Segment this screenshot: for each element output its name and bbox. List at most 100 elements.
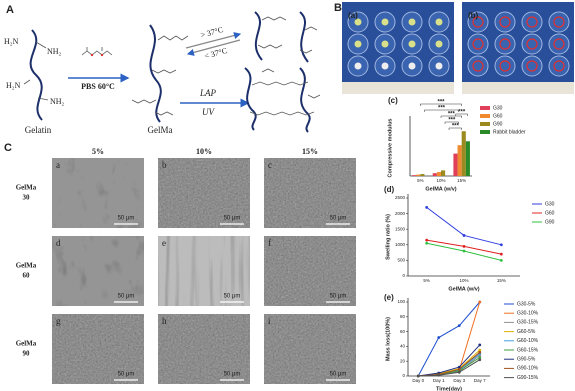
bar	[412, 175, 417, 176]
sem-texture	[158, 158, 250, 228]
gel-groups	[257, 16, 318, 54]
sem-texture	[264, 236, 356, 306]
image-letter: d	[56, 238, 61, 248]
x-tick-label: 10%	[436, 178, 445, 183]
panel-label: C	[4, 142, 12, 154]
y-tick-label: 500	[397, 258, 405, 263]
significance: ***	[438, 106, 446, 112]
significance-bracket	[448, 127, 462, 130]
y-tick-label: 80	[400, 314, 406, 319]
legend-label: G90-5%	[517, 357, 536, 363]
gelma-chain	[149, 24, 162, 123]
row-label: GelMa	[16, 262, 37, 270]
atom	[90, 53, 94, 57]
sample	[381, 18, 389, 26]
marker	[416, 374, 420, 378]
atom	[100, 53, 104, 57]
row-label: 30	[23, 194, 31, 202]
caption: GelMa	[148, 125, 173, 135]
sample-outline	[553, 16, 565, 28]
row-label: 90	[23, 350, 31, 358]
sample-outline	[499, 38, 511, 50]
amine-label: H₂N	[6, 81, 21, 90]
network-crosslinks	[249, 68, 321, 116]
bar	[457, 145, 462, 176]
y-tick-label: 2000	[395, 211, 406, 216]
caption: Gelatin	[25, 125, 52, 135]
y-tick-label: 0	[402, 373, 405, 378]
y-tick-label: 0	[402, 273, 405, 278]
marker	[457, 324, 461, 328]
y-axis-label: Swelling ratio (%)	[385, 214, 391, 260]
bar	[432, 173, 437, 176]
well	[521, 11, 543, 33]
legend-label: G90-10%	[517, 366, 539, 372]
bar	[416, 174, 421, 176]
heat-arrow	[185, 32, 242, 49]
legend-label: G30-5%	[517, 301, 536, 307]
legend-label: G90-15%	[517, 375, 539, 381]
sem-texture	[264, 314, 356, 384]
significance: ***	[458, 110, 466, 116]
bar	[441, 170, 446, 176]
x-tick-label: 15%	[457, 178, 466, 183]
sample	[381, 40, 389, 48]
anhydride	[81, 47, 113, 56]
y-tick-label: 20	[400, 358, 406, 363]
sem-texture	[52, 236, 144, 306]
panel-b: B (a) (b)	[334, 2, 574, 94]
well	[548, 33, 570, 55]
cool-arrow	[186, 39, 241, 56]
scale-label: 50 μm	[330, 216, 347, 222]
amine-label: NH₂	[47, 47, 62, 56]
marker	[499, 252, 503, 256]
well	[548, 11, 570, 33]
x-tick-label: Day 1	[433, 378, 445, 383]
marker	[425, 205, 429, 209]
x-axis-label: Time(day)	[436, 386, 462, 391]
x-tick-label: Day 7	[474, 378, 486, 383]
condition: LAP	[199, 88, 217, 98]
marker	[478, 300, 482, 304]
scale-label: 50 μm	[224, 294, 241, 300]
sample	[408, 18, 416, 26]
condition: UV	[202, 107, 215, 117]
y-tick-label: 1500	[395, 226, 406, 231]
image-letter: g	[56, 316, 61, 326]
bar	[453, 153, 458, 176]
sample	[354, 40, 362, 48]
bar	[436, 172, 441, 176]
sample	[435, 62, 443, 70]
image-letter: a	[56, 160, 60, 170]
scale-label: 50 μm	[118, 372, 135, 378]
marker	[478, 358, 482, 362]
scale-label: 50 μm	[224, 372, 241, 378]
marker	[457, 365, 461, 369]
y-tick-label: 60	[400, 329, 406, 334]
legend-label: G90	[545, 219, 555, 225]
y-axis-label: Compressive modulus	[387, 119, 393, 178]
ruler	[462, 82, 574, 94]
image-letter: b	[162, 160, 167, 170]
significance-bracket	[444, 121, 459, 124]
legend-label: G60-10%	[517, 338, 539, 344]
sem-texture	[52, 158, 144, 228]
sample-outline	[553, 60, 565, 72]
sample	[435, 40, 443, 48]
sample-outline	[472, 16, 484, 28]
sample	[435, 18, 443, 26]
marker	[437, 336, 441, 339]
significance-bracket	[455, 113, 468, 116]
significance-bracket	[440, 115, 462, 118]
row-label: GelMa	[16, 340, 37, 348]
amine-label: NH₂	[50, 97, 65, 106]
marker	[478, 356, 482, 359]
marker	[499, 243, 503, 247]
line	[417, 301, 481, 377]
sem-texture	[158, 236, 250, 306]
amine-label: H₂N	[4, 37, 19, 46]
scale-label: 50 μm	[330, 372, 347, 378]
methacryl-groups	[131, 35, 189, 116]
x-tick-label: Day 0	[412, 378, 424, 383]
x-tick-label: 15%	[497, 278, 506, 283]
